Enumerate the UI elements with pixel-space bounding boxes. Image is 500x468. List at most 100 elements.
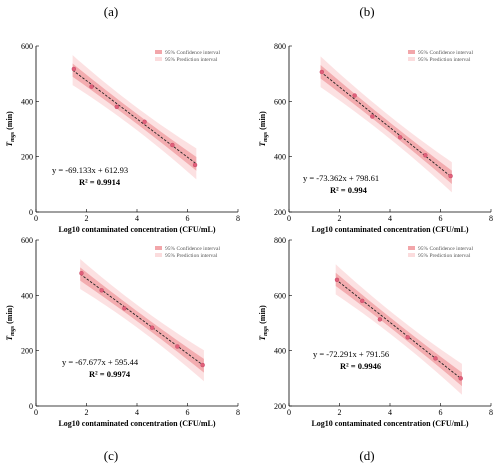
data-point — [433, 356, 438, 361]
r-squared-label: R² = 0.9946 — [340, 361, 381, 371]
chart-panel-4: (d) 0 2 4 6 8 200 400 600 800 Log10 contaminated c… — [258, 236, 493, 463]
confidence-band — [80, 267, 204, 373]
y-tick-label: 800 — [274, 236, 286, 245]
legend-swatch-ci — [408, 50, 415, 54]
x-tick-label: 0 — [34, 408, 38, 417]
y-tick-label: 400 — [274, 153, 286, 162]
data-point — [334, 277, 340, 283]
legend-swatch-ci — [155, 50, 162, 54]
x-tick-label: 8 — [489, 214, 493, 223]
legend-swatch-ci — [408, 246, 415, 250]
legend-label-pi: 95% Prediction interval — [165, 253, 218, 259]
data-point — [149, 325, 155, 330]
legend-label-pi: 95% Prediction interval — [418, 253, 471, 259]
y-tick-label: 0 — [29, 208, 33, 217]
legend-label-pi: 95% Prediction interval — [165, 57, 218, 63]
data-point — [114, 104, 120, 110]
x-tick-label: 2 — [338, 214, 342, 223]
x-tick-label: 6 — [186, 408, 190, 417]
y-axis-label: Tmgs (min) — [258, 305, 269, 341]
data-point — [397, 135, 403, 140]
panel-label: (c) — [104, 448, 118, 463]
data-point — [71, 66, 77, 72]
y-tick-label: 600 — [21, 42, 33, 51]
legend-swatch-pi — [155, 57, 162, 61]
y-tick-label: 400 — [21, 291, 33, 300]
data-point — [122, 306, 127, 311]
x-tick-label: 6 — [439, 408, 443, 417]
x-tick-label: 0 — [287, 408, 291, 417]
regression-equation: y = -69.133x + 612.93 — [52, 165, 128, 175]
y-tick-label: 600 — [21, 236, 33, 245]
y-tick-label: 400 — [274, 347, 286, 356]
confidence-band — [335, 272, 462, 387]
regression-equation: y = -73.362x + 798.61 — [303, 173, 379, 183]
legend-label-pi: 95% Prediction interval — [418, 57, 471, 63]
data-point — [170, 142, 175, 148]
chart-panel-1: (a) 0 2 4 6 8 0 200 400 600 Log10 contaminated con… — [5, 4, 240, 234]
legend-label-ci: 95% Confidence interval — [165, 49, 220, 56]
data-point — [352, 93, 357, 98]
chart-panel-3: (c) 0 2 4 6 8 0 200 400 600 Log10 contaminated con… — [5, 236, 240, 463]
x-tick-label: 8 — [236, 408, 240, 417]
x-tick-label: 6 — [439, 214, 443, 223]
x-tick-label: 4 — [388, 214, 392, 223]
legend-label-ci: 95% Confidence interval — [418, 49, 473, 56]
confidence-band — [72, 63, 197, 171]
panel-label: (d) — [359, 448, 374, 463]
data-point — [370, 114, 375, 119]
data-point — [200, 362, 205, 368]
x-axis-label: Log10 contaminated concentration (CFU/mL… — [311, 419, 468, 428]
y-tick-label: 200 — [21, 347, 33, 356]
x-tick-label: 2 — [338, 408, 342, 417]
legend-swatch-ci — [155, 246, 162, 250]
x-tick-label: 4 — [388, 408, 392, 417]
legend-swatch-pi — [408, 253, 415, 257]
x-tick-label: 8 — [489, 408, 493, 417]
y-tick-label: 400 — [21, 97, 33, 106]
data-point — [319, 69, 325, 75]
data-point — [175, 344, 180, 349]
y-tick-label: 200 — [21, 153, 33, 162]
r-squared-label: R² = 0.9974 — [89, 369, 131, 379]
panel-label: (b) — [359, 4, 374, 19]
x-tick-label: 0 — [34, 214, 38, 223]
data-point — [448, 173, 453, 179]
chart-panel-2: (b) 0 2 4 6 8 200 400 600 800 Log10 contaminated c… — [258, 4, 493, 234]
y-axis-label: Tmgs (min) — [258, 111, 269, 147]
legend-label-ci: 95% Confidence interval — [418, 245, 473, 252]
y-tick-label: 0 — [29, 402, 33, 411]
y-tick-label: 600 — [274, 291, 286, 300]
x-tick-label: 6 — [186, 214, 190, 223]
data-point — [99, 288, 104, 293]
x-tick-label: 4 — [135, 214, 139, 223]
regression-equation: y = -67.677x + 595.44 — [62, 357, 139, 367]
x-tick-label: 8 — [236, 214, 240, 223]
legend-label-ci: 95% Confidence interval — [165, 245, 220, 252]
r-squared-label: R² = 0.9914 — [79, 177, 121, 187]
data-point — [423, 153, 428, 158]
data-point — [405, 335, 410, 340]
x-tick-label: 4 — [135, 408, 139, 417]
data-point — [192, 162, 198, 168]
panel-label: (a) — [104, 4, 118, 19]
y-axis-label: Tmgs (min) — [5, 305, 16, 341]
legend-swatch-pi — [155, 253, 162, 257]
x-tick-label: 0 — [287, 214, 291, 223]
data-point — [377, 317, 383, 322]
regression-line — [335, 278, 463, 380]
y-tick-label: 200 — [274, 402, 286, 411]
x-axis-label: Log10 contaminated concentration (CFU/mL… — [58, 225, 215, 234]
data-point — [89, 84, 94, 89]
regression-equation: y = -72.291x + 791.56 — [313, 349, 389, 359]
x-axis-label: Log10 contaminated concentration (CFU/mL… — [58, 419, 215, 428]
r-squared-label: R² = 0.994 — [330, 185, 368, 195]
y-axis-label: Tmgs (min) — [5, 111, 16, 147]
data-point — [79, 271, 84, 276]
data-point — [360, 298, 365, 304]
y-tick-label: 200 — [274, 208, 286, 217]
x-tick-label: 2 — [85, 408, 89, 417]
x-axis-label: Log10 contaminated concentration (CFU/mL… — [311, 225, 468, 234]
data-point — [458, 376, 463, 381]
